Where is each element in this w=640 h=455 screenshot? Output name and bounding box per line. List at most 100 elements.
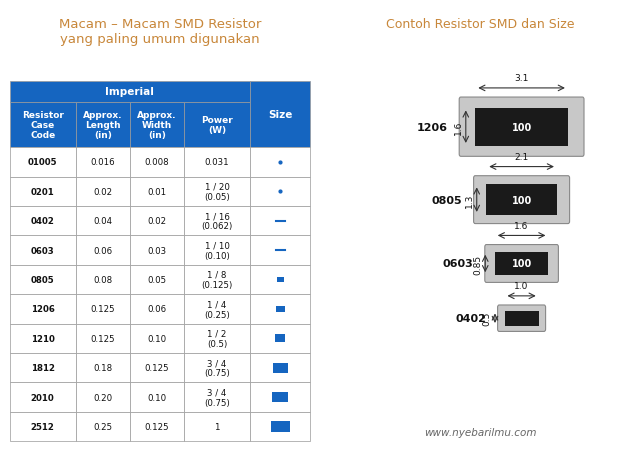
Bar — [130, 383, 184, 412]
Bar — [250, 177, 310, 207]
Bar — [486, 185, 557, 215]
Text: 1.6: 1.6 — [454, 120, 463, 135]
Bar — [130, 102, 184, 148]
Bar — [130, 324, 184, 353]
Bar — [504, 311, 539, 326]
Text: 1206: 1206 — [31, 305, 54, 314]
Text: Approx.
Width
(in): Approx. Width (in) — [137, 110, 177, 140]
Text: 0.031: 0.031 — [205, 158, 230, 167]
Bar — [271, 421, 290, 432]
Text: 0201: 0201 — [31, 187, 54, 197]
Bar — [250, 236, 310, 265]
Text: 0.18: 0.18 — [93, 364, 113, 373]
Text: 0.04: 0.04 — [93, 217, 113, 226]
Bar — [250, 324, 310, 353]
Text: 0.05: 0.05 — [147, 275, 166, 284]
Text: 1.0: 1.0 — [515, 282, 529, 291]
Text: www.nyebarilmu.com: www.nyebarilmu.com — [424, 427, 536, 437]
Text: 0.02: 0.02 — [93, 187, 113, 197]
Text: 0.125: 0.125 — [90, 305, 115, 314]
Text: 0.10: 0.10 — [147, 334, 166, 343]
Bar — [76, 383, 130, 412]
Text: 3 / 4
(0.75): 3 / 4 (0.75) — [204, 358, 230, 378]
Bar — [76, 102, 130, 148]
Text: 1 / 10
(0.10): 1 / 10 (0.10) — [204, 241, 230, 260]
Bar — [10, 207, 76, 236]
Bar — [10, 177, 76, 207]
Bar — [184, 177, 250, 207]
Text: 0.008: 0.008 — [145, 158, 170, 167]
Text: Macam – Macam SMD Resistor
yang paling umum digunakan: Macam – Macam SMD Resistor yang paling u… — [59, 18, 261, 46]
Bar — [130, 236, 184, 265]
Text: Size: Size — [268, 110, 292, 120]
Text: 0.08: 0.08 — [93, 275, 113, 284]
Bar — [250, 383, 310, 412]
Text: 01005: 01005 — [28, 158, 58, 167]
Text: 0.03: 0.03 — [147, 246, 166, 255]
Bar — [10, 295, 76, 324]
Bar — [10, 383, 76, 412]
Text: 0402: 0402 — [456, 313, 486, 324]
Text: Imperial: Imperial — [106, 87, 154, 97]
Bar — [130, 207, 184, 236]
Bar — [10, 324, 76, 353]
Text: 0402: 0402 — [31, 217, 54, 226]
Text: 0.01: 0.01 — [147, 187, 166, 197]
Bar — [76, 265, 130, 295]
Text: 1 / 4
(0.25): 1 / 4 (0.25) — [204, 299, 230, 319]
Text: Power
(W): Power (W) — [201, 116, 233, 135]
Text: 0.125: 0.125 — [145, 364, 170, 373]
Text: 1.3: 1.3 — [465, 193, 474, 207]
Bar — [76, 353, 130, 383]
Text: 100: 100 — [511, 122, 532, 132]
Text: 1 / 20
(0.05): 1 / 20 (0.05) — [204, 182, 230, 202]
Text: 0.06: 0.06 — [147, 305, 166, 314]
Bar — [476, 108, 568, 147]
Bar — [184, 383, 250, 412]
Bar — [272, 392, 288, 402]
Text: 0.02: 0.02 — [147, 217, 166, 226]
Bar — [184, 324, 250, 353]
Bar — [275, 334, 285, 343]
Bar — [250, 148, 310, 177]
Text: Resistor
Case
Code: Resistor Case Code — [22, 110, 63, 140]
Bar — [130, 412, 184, 441]
FancyBboxPatch shape — [485, 245, 558, 283]
Text: 1812: 1812 — [31, 364, 54, 373]
Bar — [250, 412, 310, 441]
Text: 2.1: 2.1 — [515, 153, 529, 162]
Bar — [76, 236, 130, 265]
Text: 0.10: 0.10 — [147, 393, 166, 402]
Text: 0.20: 0.20 — [93, 393, 113, 402]
Text: Approx.
Length
(in): Approx. Length (in) — [83, 110, 123, 140]
Text: 1.6: 1.6 — [515, 222, 529, 230]
Bar — [276, 278, 284, 282]
Bar — [130, 148, 184, 177]
FancyBboxPatch shape — [498, 305, 545, 332]
Text: 0.125: 0.125 — [145, 422, 170, 431]
Bar — [250, 82, 310, 148]
Text: 3.1: 3.1 — [515, 74, 529, 83]
Text: Contoh Resistor SMD dan Size: Contoh Resistor SMD dan Size — [386, 18, 574, 31]
Bar — [10, 82, 250, 102]
Bar — [10, 353, 76, 383]
Bar — [76, 177, 130, 207]
Bar — [273, 363, 287, 373]
Bar — [184, 412, 250, 441]
Bar — [250, 265, 310, 295]
Text: 0.5: 0.5 — [483, 311, 492, 326]
Bar — [10, 412, 76, 441]
Text: 1 / 8
(0.125): 1 / 8 (0.125) — [202, 270, 233, 290]
Text: 1210: 1210 — [31, 334, 54, 343]
Bar — [184, 236, 250, 265]
Text: 3 / 4
(0.75): 3 / 4 (0.75) — [204, 388, 230, 407]
Bar — [10, 148, 76, 177]
Bar — [130, 295, 184, 324]
Text: 0.125: 0.125 — [90, 334, 115, 343]
Text: 2010: 2010 — [31, 393, 54, 402]
Bar — [76, 148, 130, 177]
Bar — [130, 353, 184, 383]
FancyBboxPatch shape — [460, 98, 584, 157]
Bar — [276, 306, 285, 313]
Bar — [130, 265, 184, 295]
